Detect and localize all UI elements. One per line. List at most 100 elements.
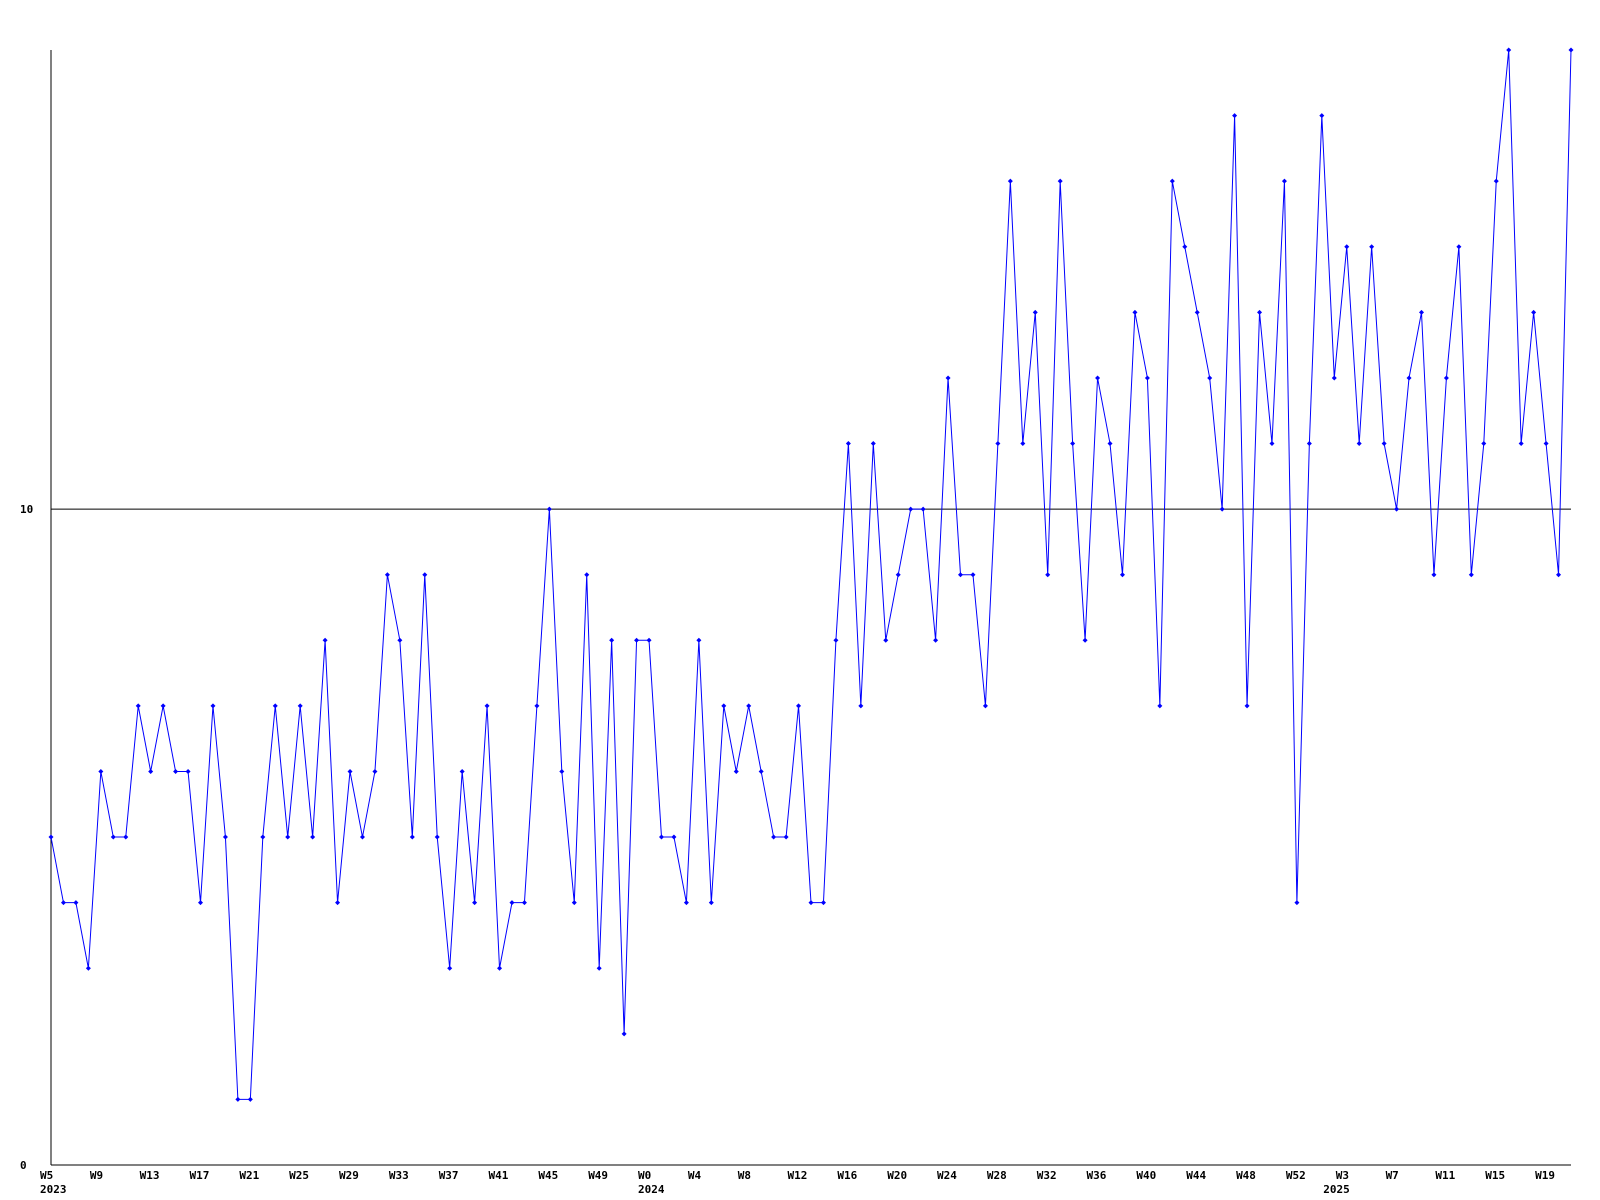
data-point: [1070, 441, 1076, 447]
data-point: [1543, 441, 1549, 447]
data-point: [484, 703, 490, 709]
data-point: [110, 834, 116, 840]
data-point: [746, 703, 752, 709]
data-point: [1020, 441, 1026, 447]
data-point: [1418, 309, 1424, 315]
data-point: [596, 965, 602, 971]
data-point: [1294, 900, 1300, 906]
data-point: [359, 834, 365, 840]
data-line: [50, 49, 1572, 1100]
data-point: [135, 703, 141, 709]
data-point: [1194, 309, 1200, 315]
x-tick-label: W15: [1485, 1169, 1505, 1182]
data-point: [758, 768, 764, 774]
data-point: [783, 834, 789, 840]
x-tick-label: W20: [887, 1169, 907, 1182]
data-point: [820, 900, 826, 906]
data-point: [721, 703, 727, 709]
x-tick-label: W25: [289, 1169, 309, 1182]
data-point: [559, 768, 565, 774]
data-point: [1095, 375, 1101, 381]
data-point: [671, 834, 677, 840]
data-point: [210, 703, 216, 709]
x-tick-label: W52: [1286, 1169, 1306, 1182]
data-point: [222, 834, 228, 840]
x-tick-label: W32: [1037, 1169, 1057, 1182]
x-tick-label: W45: [538, 1169, 558, 1182]
data-point: [1057, 178, 1063, 184]
data-point: [509, 900, 515, 906]
data-point: [459, 768, 465, 774]
data-point: [621, 1031, 627, 1037]
x-tick-label: W49: [588, 1169, 608, 1182]
data-point: [1506, 47, 1512, 53]
data-point: [1443, 375, 1449, 381]
x-tick-label: W7: [1386, 1169, 1399, 1182]
data-point: [808, 900, 814, 906]
data-point: [1306, 441, 1312, 447]
data-point: [1406, 375, 1412, 381]
x-tick-label: W48: [1236, 1169, 1256, 1182]
data-point: [1331, 375, 1337, 381]
data-point: [771, 834, 777, 840]
x-tick-label: W0: [638, 1169, 651, 1182]
x-tick-label: W16: [837, 1169, 857, 1182]
data-point: [708, 900, 714, 906]
data-point: [1281, 178, 1287, 184]
x-tick-label: W28: [987, 1169, 1007, 1182]
data-point: [1045, 572, 1051, 578]
data-point: [1007, 178, 1013, 184]
data-point: [422, 572, 428, 578]
x-tick-label: W3: [1336, 1169, 1349, 1182]
data-point: [1456, 244, 1462, 250]
data-point: [1556, 572, 1562, 578]
data-point: [1244, 703, 1250, 709]
data-point: [696, 637, 702, 643]
data-point: [1269, 441, 1275, 447]
x-tick-label: W21: [239, 1169, 259, 1182]
data-point: [970, 572, 976, 578]
x-tick-label: W29: [339, 1169, 359, 1182]
data-point: [1032, 309, 1038, 315]
data-point: [1381, 441, 1387, 447]
data-point: [634, 637, 640, 643]
x-tick-label: W36: [1087, 1169, 1107, 1182]
data-point: [683, 900, 689, 906]
data-point: [160, 703, 166, 709]
data-point: [272, 703, 278, 709]
data-point: [1207, 375, 1213, 381]
x-tick-label: W44: [1186, 1169, 1206, 1182]
data-point: [584, 572, 590, 578]
data-point: [908, 506, 914, 512]
x-tick-label: W8: [738, 1169, 751, 1182]
data-point: [571, 900, 577, 906]
data-point: [870, 441, 876, 447]
data-point: [546, 506, 552, 512]
data-point: [1169, 178, 1175, 184]
data-point: [372, 768, 378, 774]
data-point: [1568, 47, 1574, 53]
x-tick-label: W5: [40, 1169, 53, 1182]
data-point: [1356, 441, 1362, 447]
x-tick-label: W9: [90, 1169, 103, 1182]
data-point: [1257, 309, 1263, 315]
data-point: [322, 637, 328, 643]
data-point: [73, 900, 79, 906]
data-point: [260, 834, 266, 840]
y-tick-label: 0: [20, 1159, 27, 1172]
data-point: [845, 441, 851, 447]
data-point: [472, 900, 478, 906]
data-point: [1518, 441, 1524, 447]
data-point: [98, 768, 104, 774]
data-point: [409, 834, 415, 840]
data-point: [1232, 113, 1238, 119]
data-point: [497, 965, 503, 971]
data-point: [883, 637, 889, 643]
data-point: [247, 1096, 253, 1102]
data-point: [920, 506, 926, 512]
data-point: [235, 1096, 241, 1102]
data-point: [1082, 637, 1088, 643]
year-label: 2024: [638, 1183, 665, 1196]
